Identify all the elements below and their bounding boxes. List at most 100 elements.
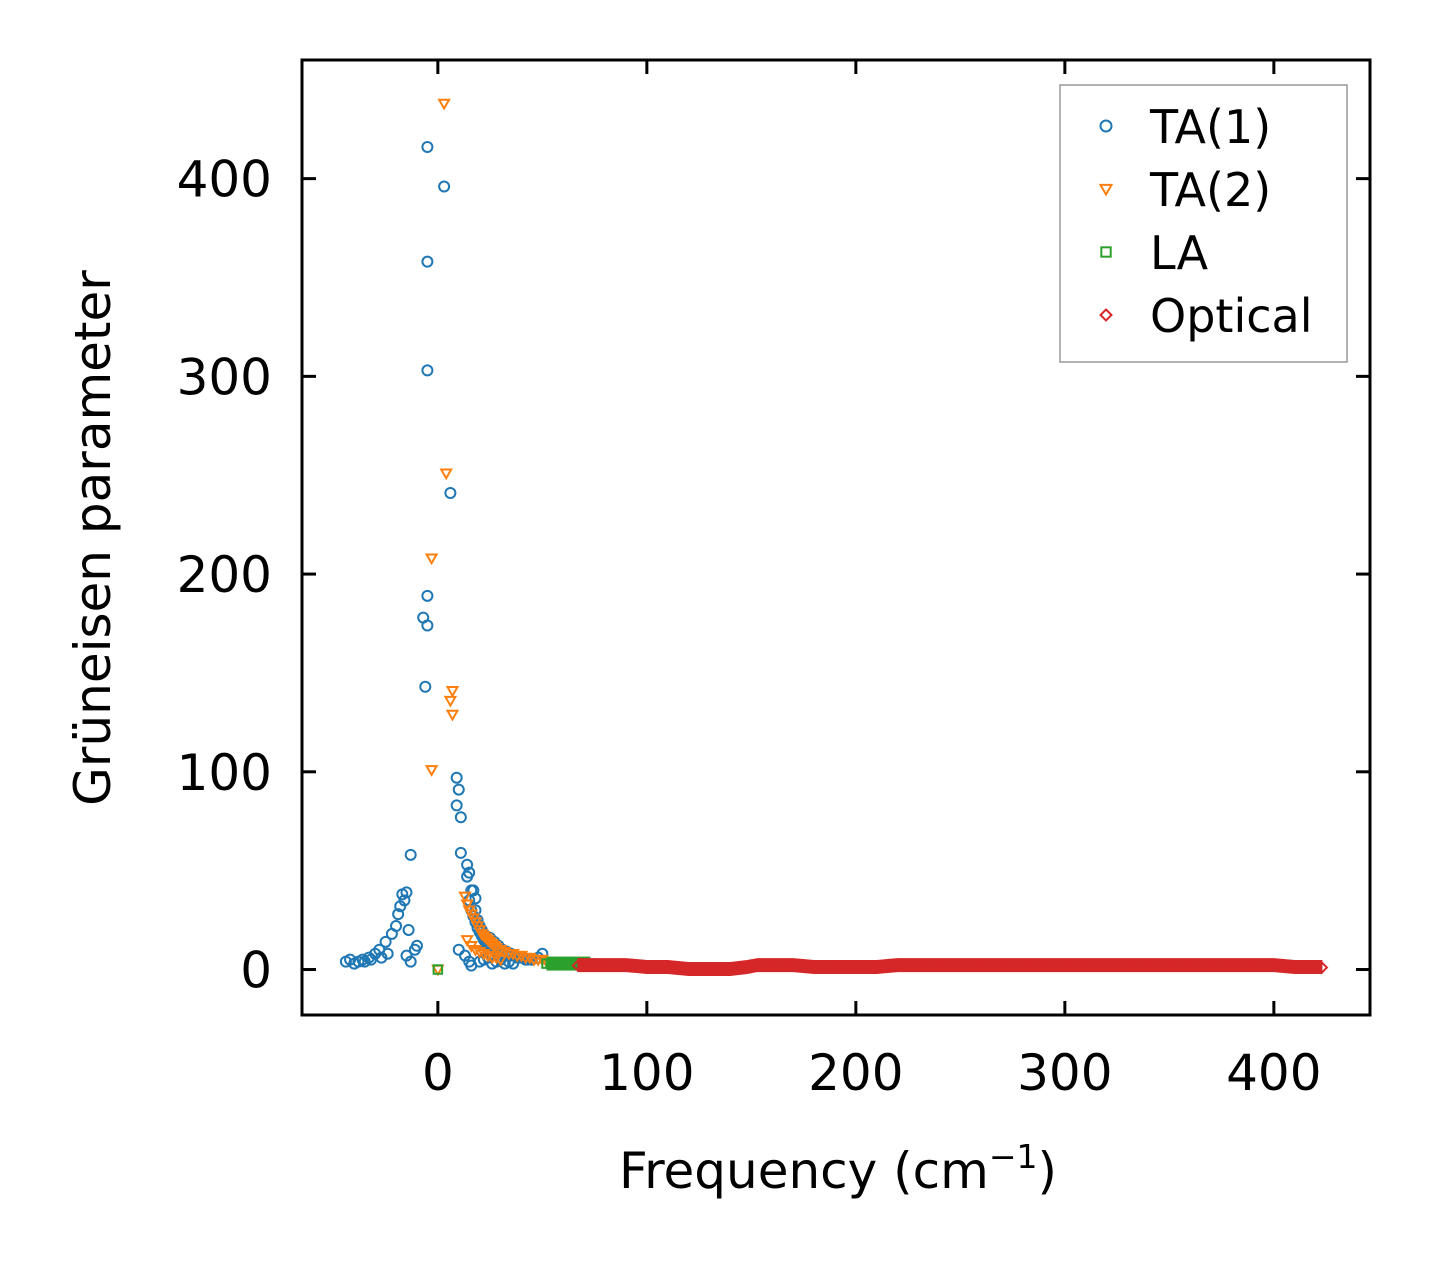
data-point: [454, 846, 467, 859]
x-axis-label-close: ): [1038, 1142, 1058, 1200]
legend: TA(1) TA(2) LA Optical: [1059, 84, 1348, 363]
data-point: [396, 888, 409, 901]
x-axis-label: Frequency (cm−1): [619, 1137, 1057, 1200]
data-point: [439, 468, 453, 481]
data-point: [514, 950, 529, 963]
data-point: [1315, 961, 1329, 974]
data-point: [404, 848, 417, 861]
legend-marker: [1099, 119, 1113, 133]
data-point: [460, 935, 474, 947]
data-point: [419, 680, 432, 693]
data-point: [849, 961, 863, 974]
data-point: [450, 771, 463, 784]
data-point: [506, 948, 520, 961]
data-point: [953, 959, 967, 972]
legend-marker: [1099, 308, 1113, 322]
data-point: [461, 858, 474, 871]
data-point: [489, 952, 504, 965]
legend-item: LA: [1100, 226, 1209, 280]
data-point: [381, 947, 394, 960]
data-point: [1225, 959, 1239, 972]
legend-item: Optical: [1099, 289, 1312, 343]
data-point: [682, 963, 696, 976]
data-point: [751, 959, 765, 972]
axis-ticks: 0 100 200 300 400 0 100 200 300 400: [177, 60, 1370, 1102]
data-point: [394, 900, 407, 913]
data-point: [421, 140, 434, 153]
data-point: [974, 959, 988, 972]
data-point: [912, 959, 925, 972]
data-point: [1288, 961, 1302, 974]
data-point: [458, 891, 472, 904]
data-point: [358, 955, 371, 968]
data-point: [1037, 959, 1051, 972]
data-point: [1246, 959, 1260, 972]
data-point: [424, 553, 439, 566]
y-axis-label: Grüneisen parameter: [64, 270, 122, 806]
data-point: [1016, 959, 1030, 972]
data-point: [571, 959, 585, 972]
data-point: [598, 959, 612, 972]
x-tick-label: 0: [422, 1044, 454, 1102]
data-point: [437, 98, 451, 111]
data-point: [421, 589, 434, 602]
data-point: [1079, 959, 1093, 972]
series-optical: [571, 958, 1329, 977]
data-point: [640, 961, 654, 974]
data-point: [452, 943, 465, 956]
data-point: [828, 961, 842, 974]
x-tick-label: 400: [1226, 1044, 1321, 1102]
data-point: [421, 255, 434, 268]
data-point: [445, 685, 460, 698]
data-point: [740, 961, 754, 974]
y-tick-label: 200: [177, 546, 272, 604]
legend-label: Optical: [1150, 289, 1312, 343]
data-point: [1183, 959, 1197, 972]
data-point: [424, 765, 439, 777]
y-tick-label: 400: [177, 151, 272, 209]
data-point: [498, 946, 512, 959]
data-point: [385, 927, 398, 940]
data-point: [807, 961, 821, 974]
data-point: [421, 619, 434, 632]
series-ta-2: [424, 98, 558, 977]
y-tick-label: 0: [240, 942, 272, 1000]
data-point: [450, 799, 463, 812]
data-point: [1058, 959, 1072, 972]
data-point: [443, 695, 458, 708]
data-point: [469, 892, 482, 905]
legend-marker: [1098, 183, 1114, 197]
data-point: [1162, 959, 1176, 972]
plot-marks: [339, 98, 1329, 977]
data-point: [870, 961, 884, 974]
data-point: [438, 180, 451, 193]
data-point: [460, 899, 474, 912]
data-point: [404, 955, 417, 968]
data-point: [661, 961, 675, 974]
legend-label: TA(1): [1149, 100, 1271, 154]
y-tick-label: 100: [177, 744, 272, 802]
data-point: [891, 959, 905, 972]
data-point: [452, 783, 465, 796]
data-point: [933, 959, 946, 972]
legend-item: TA(1): [1099, 100, 1271, 154]
legend-item: TA(2): [1098, 163, 1271, 217]
data-point: [444, 487, 457, 500]
data-point: [1267, 959, 1281, 972]
data-point: [421, 364, 434, 377]
data-point: [339, 955, 352, 968]
x-tick-label: 200: [808, 1044, 903, 1102]
data-point: [461, 870, 474, 883]
data-point: [619, 959, 633, 972]
data-point: [454, 811, 467, 824]
data-point: [724, 963, 737, 976]
data-point: [1100, 959, 1114, 972]
legend-label: TA(2): [1149, 163, 1271, 217]
data-point: [432, 964, 444, 975]
legend-marker: [1100, 246, 1112, 258]
data-point: [467, 884, 480, 897]
data-point: [1121, 959, 1134, 972]
data-point: [995, 959, 1009, 972]
data-point: [379, 935, 392, 948]
series-ta-1: [339, 140, 549, 972]
